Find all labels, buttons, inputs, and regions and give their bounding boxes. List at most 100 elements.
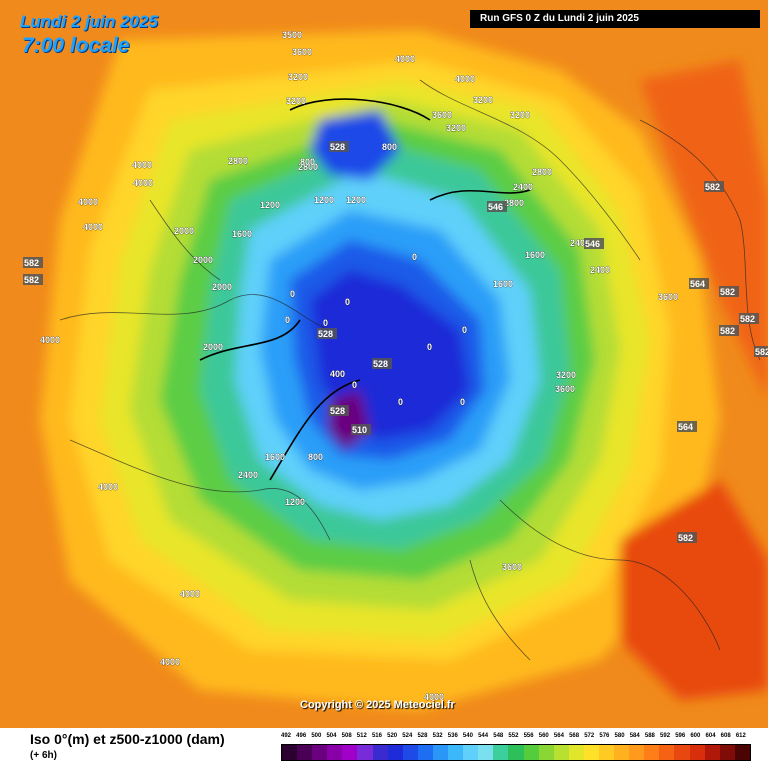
label-box — [329, 141, 349, 152]
legend-swatch — [719, 745, 735, 760]
isoline-label: 3200 — [510, 110, 530, 120]
legend-swatch — [598, 745, 615, 760]
isoline-label: 800 — [382, 142, 397, 152]
thickness-label: 510 — [352, 425, 367, 435]
legend-swatch — [372, 745, 388, 760]
legend-tick-label: 496 — [296, 733, 307, 739]
label-box — [23, 274, 43, 285]
legend-swatch — [568, 745, 584, 760]
legend-tick-label: 504 — [326, 733, 337, 739]
isoline-label: 4000 — [132, 160, 152, 170]
legend-tick-label: 520 — [387, 733, 398, 739]
thickness-label: 582 — [720, 326, 735, 336]
isoline-label: 4000 — [455, 74, 475, 84]
isoline-label: 4000 — [395, 54, 415, 64]
isoline-label: 800 — [300, 157, 315, 167]
model-run-banner: Run GFS 0 Z du Lundi 2 juin 2025 — [470, 10, 760, 28]
legend-swatch — [538, 745, 554, 760]
legend-swatch — [734, 745, 750, 760]
thickness-label: 582 — [720, 287, 735, 297]
isoline-label: 0 — [323, 318, 328, 328]
label-box — [351, 424, 371, 435]
forecast-time: 7:00 locale — [22, 34, 130, 57]
isoline-label: 1600 — [525, 250, 545, 260]
isoline-label: 4000 — [424, 692, 444, 702]
legend-swatch — [553, 745, 569, 760]
legend-tick-label: 564 — [553, 733, 564, 739]
thickness-label: 582 — [705, 182, 720, 192]
legend-tick-label: 512 — [356, 733, 367, 739]
isoline-label: 1600 — [265, 452, 285, 462]
legend-panel: Iso 0°(m) et z500-z1000 (dam) (+ 6h) 492… — [0, 728, 768, 768]
isoline-label: 2400 — [590, 265, 610, 275]
thickness-label: 564 — [678, 422, 693, 432]
isoline-label: 3600 — [292, 47, 312, 57]
forecast-step: (+ 6h) — [30, 750, 57, 761]
isoline-label: 2400 — [513, 182, 533, 192]
isoline-label: 0 — [352, 380, 357, 390]
isoline-label: 4000 — [98, 482, 118, 492]
thickness-label: 582 — [24, 258, 39, 268]
thickness-label: 528 — [330, 142, 345, 152]
isoline-label: 3600 — [502, 562, 522, 572]
legend-tick-label: 596 — [675, 733, 686, 739]
coastlines — [59, 79, 761, 661]
legend-tick-label: 612 — [735, 733, 746, 739]
legend-tick-label: 588 — [644, 733, 655, 739]
isoline-label: 3200 — [473, 95, 493, 105]
isoline-label: 1200 — [260, 200, 280, 210]
legend-tick-label: 532 — [432, 733, 443, 739]
legend-swatch — [357, 745, 373, 760]
isoline-label: 1200 — [346, 195, 366, 205]
legend-tick-label: 568 — [569, 733, 580, 739]
isoline-label: 2000 — [203, 342, 223, 352]
legend-swatch — [342, 745, 358, 760]
isoline-label: 0 — [462, 325, 467, 335]
legend-swatch — [402, 745, 418, 760]
legend-swatch — [674, 745, 690, 760]
legend-tick-label: 544 — [478, 733, 489, 739]
isoline-label: 3600 — [555, 384, 575, 394]
thickness-label: 582 — [24, 275, 39, 285]
legend-tick-label: 608 — [720, 733, 731, 739]
label-box — [329, 405, 349, 416]
legend-swatch — [387, 745, 403, 760]
legend-swatch — [312, 745, 328, 760]
label-box — [719, 286, 739, 297]
legend-swatch — [282, 745, 298, 760]
thickness-label: 528 — [318, 329, 333, 339]
color-scale-bar — [281, 744, 751, 761]
legend-tick-label: 516 — [371, 733, 382, 739]
isoline-label: 4000 — [160, 657, 180, 667]
isoline-label: 2800 — [504, 198, 524, 208]
copyright: Copyright © 2025 Meteociel.fr — [300, 699, 455, 711]
thickness-label: 528 — [330, 406, 345, 416]
label-box — [739, 313, 759, 324]
isoline-label: 4000 — [133, 178, 153, 188]
legend-swatch — [523, 745, 539, 760]
legend-swatch — [327, 745, 343, 760]
label-box — [704, 181, 724, 192]
legend-ticks: 492 496 500 504 508 512 516 520 524 528 532 536 540 5… — [281, 733, 751, 743]
thickness-label: 546 — [488, 202, 503, 212]
isoline-label: 2000 — [193, 255, 213, 265]
isoline-label: 2800 — [532, 167, 552, 177]
isoline-label: 1200 — [285, 497, 305, 507]
legend-swatch — [478, 745, 494, 760]
legend-tick-label: 524 — [402, 733, 413, 739]
legend-tick-label: 572 — [584, 733, 595, 739]
isoline-label: 0 — [285, 315, 290, 325]
isoline-label: 3500 — [282, 30, 302, 40]
highlight-isolines — [199, 98, 531, 481]
thickness-label: 582 — [755, 347, 768, 357]
map-title: Iso 0°(m) et z500-z1000 (dam) — [30, 731, 225, 747]
legend-tick-label: 500 — [311, 733, 322, 739]
isoline-label: 4000 — [180, 589, 200, 599]
isoline-label: 2000 — [174, 226, 194, 236]
isoline-label: 1600 — [232, 229, 252, 239]
legend-swatch — [659, 745, 675, 760]
legend-tick-label: 508 — [341, 733, 352, 739]
map-labels: 3500 3600 3200 3200 4000 4000 4000 4000 4000 4000… — [23, 30, 768, 702]
legend-swatch — [644, 745, 660, 760]
